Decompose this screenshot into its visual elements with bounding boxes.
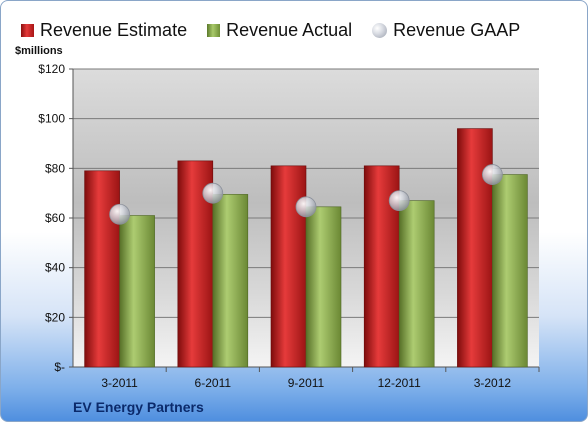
- legend-swatch-revenue-estimate: [21, 23, 34, 37]
- legend-item-revenue-actual: Revenue Actual: [207, 20, 352, 41]
- y-tick-label: $80: [45, 161, 65, 175]
- marker-revenue-gaap: [202, 182, 224, 204]
- chart-legend: Revenue Estimate Revenue Actual Revenue …: [21, 17, 581, 43]
- legend-label-revenue-gaap: Revenue GAAP: [393, 19, 521, 40]
- x-tick-label: 12-2011: [378, 376, 421, 390]
- bar-revenue-estimate: [84, 170, 120, 368]
- x-tick-label: 9-2011: [288, 376, 325, 390]
- company-name: EV Energy Partners: [73, 399, 204, 415]
- bar-revenue-actual: [305, 206, 342, 368]
- legend-label-revenue-actual: Revenue Actual: [226, 19, 353, 40]
- x-tick-label: 3-2011: [101, 376, 138, 390]
- y-tick-label: $100: [38, 112, 65, 126]
- bar-revenue-estimate: [457, 128, 493, 368]
- legend-swatch-revenue-actual: [207, 23, 221, 37]
- y-axis-unit-label: $millions: [15, 45, 63, 57]
- bar-revenue-actual: [398, 200, 435, 368]
- legend-item-revenue-gaap: Revenue GAAP: [372, 20, 520, 41]
- legend-item-revenue-estimate: Revenue Estimate: [21, 20, 187, 41]
- y-tick-label: $120: [38, 62, 65, 76]
- marker-revenue-gaap: [295, 196, 317, 218]
- y-tick-label: $20: [45, 310, 65, 324]
- bar-revenue-estimate: [270, 165, 307, 368]
- y-tick-label: $40: [45, 261, 65, 275]
- legend-swatch-revenue-gaap: [372, 22, 388, 38]
- marker-revenue-gaap: [109, 203, 130, 225]
- bar-revenue-actual: [119, 215, 155, 368]
- bar-revenue-actual: [212, 194, 249, 368]
- marker-revenue-gaap: [481, 164, 503, 185]
- y-tick-label: $60: [45, 211, 65, 225]
- marker-revenue-gaap: [388, 190, 410, 212]
- x-tick-label: 6-2011: [195, 376, 232, 390]
- bar-revenue-actual: [492, 174, 528, 368]
- x-tick-label: 3-2012: [474, 376, 512, 390]
- legend-label-revenue-estimate: Revenue Estimate: [40, 19, 188, 40]
- y-tick-label: $-: [54, 360, 65, 374]
